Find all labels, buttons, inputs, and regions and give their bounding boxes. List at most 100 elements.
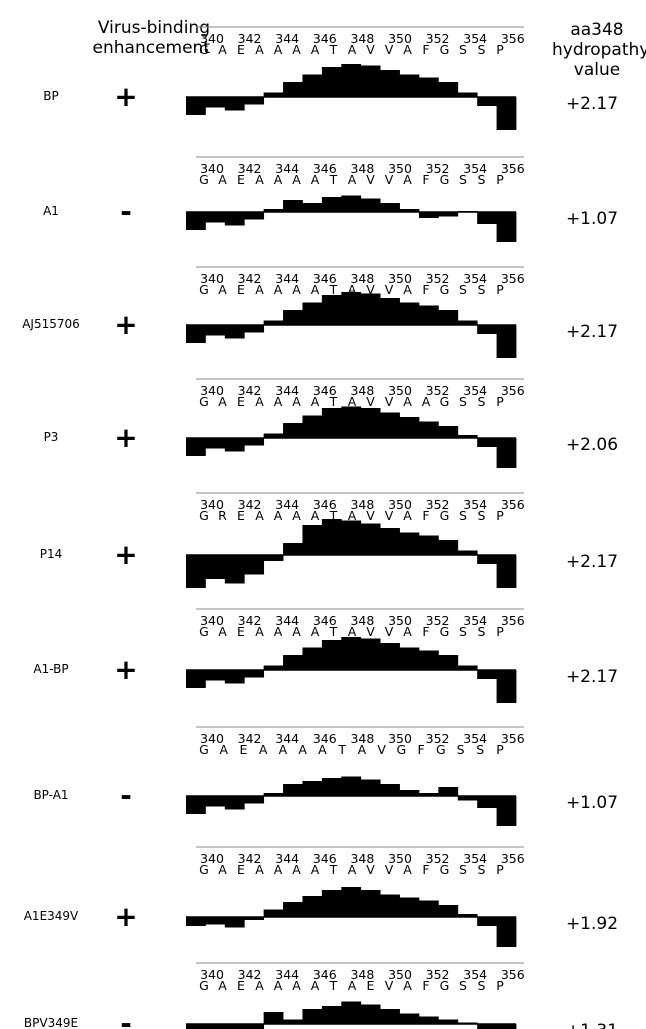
- hydropathy-bar: [418, 421, 439, 438]
- hydropathy-bar: [302, 896, 323, 917]
- residue-letter: A: [311, 172, 320, 187]
- row-label: BP-A1: [33, 788, 68, 802]
- residue-letter: G: [199, 282, 209, 297]
- hydropathy-bar: [244, 670, 265, 678]
- hydropathy-bar: [496, 917, 517, 947]
- hydropathy-bar: [302, 647, 323, 670]
- position-label: 350: [388, 967, 412, 982]
- residue-letter: A: [259, 742, 268, 757]
- hydropathy-bar: [224, 438, 245, 452]
- residue-letter: A: [292, 624, 301, 639]
- residue-letter: P: [496, 172, 504, 187]
- row-label: P3: [44, 430, 59, 444]
- hydropathy-bar: [205, 325, 226, 336]
- position-label: 342: [238, 613, 262, 628]
- hydropathy-bar: [283, 200, 303, 212]
- hydropathy-bar: [302, 781, 323, 796]
- residue-letter: A: [403, 394, 412, 409]
- position-label: 350: [388, 497, 412, 512]
- residue-letter: S: [478, 394, 486, 409]
- position-label: 346: [313, 613, 337, 628]
- hydropathy-value: +2.17: [566, 552, 618, 572]
- hydropathy-bar: [186, 796, 206, 814]
- residue-letter: V: [385, 172, 394, 187]
- residue-letter: G: [199, 394, 209, 409]
- hydropathy-bar: [477, 438, 497, 447]
- position-label: 342: [238, 31, 262, 46]
- hydropathy-bar: [321, 295, 342, 325]
- header-line: Virus-binding: [97, 18, 210, 38]
- position-label: 356: [501, 731, 525, 746]
- position-label: 356: [501, 613, 525, 628]
- residue-letter: A: [348, 394, 357, 409]
- position-label: 342: [238, 967, 262, 982]
- residue-letter: A: [292, 282, 301, 297]
- residue-letter: G: [199, 42, 209, 57]
- hydropathy-bar: [263, 665, 284, 670]
- hydropathy-bar: [399, 897, 420, 917]
- residue-letter: S: [478, 978, 486, 993]
- hydropathy-bar: [399, 74, 420, 97]
- hydropathy-bar: [477, 796, 497, 808]
- enhancement-symbol: +: [114, 900, 137, 933]
- hydropathy-bar: [321, 197, 342, 212]
- hydropathy-bar: [418, 535, 439, 555]
- enhancement-symbol: -: [120, 1007, 132, 1029]
- row-label: BP: [43, 89, 58, 103]
- residue-letter: A: [255, 862, 264, 877]
- residue-letter: S: [459, 42, 467, 57]
- hydropathy-bar: [380, 784, 400, 796]
- row-label: AJ515706: [22, 317, 80, 331]
- hydropathy-bar: [224, 97, 245, 111]
- hydropathy-bar: [341, 887, 362, 917]
- residue-letter: G: [440, 978, 450, 993]
- position-label: 342: [238, 161, 262, 176]
- residue-letter: A: [348, 978, 357, 993]
- residue-letter: T: [329, 508, 338, 523]
- hydropathy-bar: [244, 917, 265, 920]
- enhancement-symbol: +: [114, 538, 137, 571]
- hydropathy-bar: [496, 796, 517, 826]
- position-label: 354: [463, 31, 487, 46]
- residue-letter: S: [459, 508, 467, 523]
- position-label: 352: [426, 967, 450, 982]
- position-label: 356: [501, 967, 525, 982]
- enhancement-symbol: -: [120, 779, 132, 812]
- hydropathy-header: aa348 hydropathy value: [552, 20, 646, 80]
- hydropathy-bar: [341, 520, 362, 555]
- residue-letter: V: [366, 282, 375, 297]
- residue-letter: S: [457, 742, 465, 757]
- hydropathy-bar: [205, 917, 226, 925]
- hydropathy-bar: [263, 433, 284, 438]
- residue-letter: V: [385, 624, 394, 639]
- residue-letter: V: [366, 172, 375, 187]
- residue-letter: T: [329, 862, 338, 877]
- residue-letter: S: [459, 394, 467, 409]
- residue-letter: P: [496, 282, 504, 297]
- hydropathy-bar: [399, 417, 420, 438]
- hydropathy-bar: [496, 325, 517, 358]
- hydropathy-bar: [341, 776, 362, 796]
- hydropathy-bar: [244, 796, 265, 804]
- position-label: 352: [426, 31, 450, 46]
- enhancement-symbol: +: [114, 653, 137, 686]
- residue-letter: G: [199, 862, 209, 877]
- residue-letter: T: [329, 42, 338, 57]
- hydropathy-bar: [224, 325, 245, 339]
- hydropathy-bar: [380, 643, 400, 670]
- hydropathy-bar: [341, 1001, 362, 1024]
- position-label: 354: [463, 383, 487, 398]
- residue-letter: A: [403, 42, 412, 57]
- position-label: 346: [313, 731, 337, 746]
- hydropathy-bar: [399, 647, 420, 670]
- hydropathy-bar: [263, 209, 284, 212]
- hydropathy-bar: [283, 310, 303, 325]
- residue-letter: G: [436, 742, 446, 757]
- hydropathy-bar: [283, 784, 303, 796]
- residue-letter: A: [218, 978, 227, 993]
- residue-letter: E: [237, 978, 245, 993]
- residue-letter: P: [496, 508, 504, 523]
